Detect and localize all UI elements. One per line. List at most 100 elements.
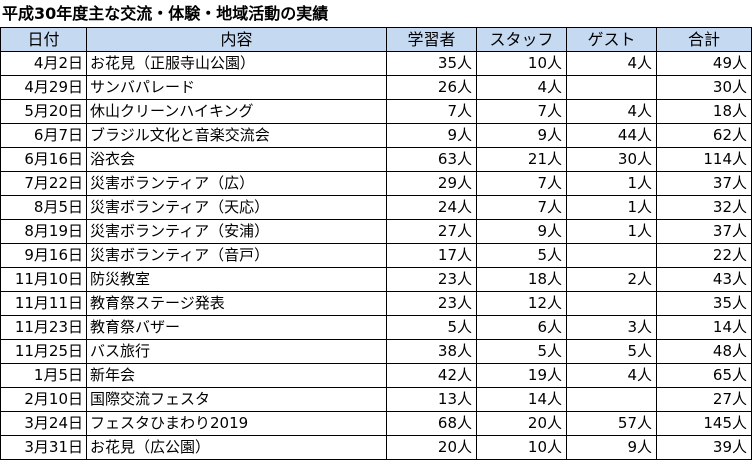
cell-students: 27人 <box>386 219 477 244</box>
cell-total: 65人 <box>656 363 752 388</box>
cell-date: 11月10日 <box>0 267 87 292</box>
cell-staff: 12人 <box>476 291 567 316</box>
table-row: 9月16日 災害ボランティア（音戸） 17人 5人 22人 <box>0 243 752 268</box>
cell-staff: 20人 <box>476 411 567 436</box>
cell-students: 17人 <box>386 243 477 268</box>
cell-staff: 6人 <box>476 315 567 340</box>
cell-guests: 3人 <box>566 315 657 340</box>
cell-students: 26人 <box>386 75 477 100</box>
cell-content: 防災教室 <box>86 267 387 292</box>
cell-content: サンバパレード <box>86 75 387 100</box>
table-row: 1月5日 新年会 42人 19人 4人 65人 <box>0 363 752 388</box>
cell-total: 43人 <box>656 267 752 292</box>
cell-guests <box>566 243 657 268</box>
cell-students: 29人 <box>386 171 477 196</box>
column-header-students: 学習者 <box>386 27 477 52</box>
cell-date: 6月7日 <box>0 123 87 148</box>
cell-total: 114人 <box>656 147 752 172</box>
table-row: 11月11日 教育祭ステージ発表 23人 12人 35人 <box>0 291 752 316</box>
table-row: 5月20日 休山クリーンハイキング 7人 7人 4人 18人 <box>0 99 752 124</box>
cell-date: 6月16日 <box>0 147 87 172</box>
cell-date: 5月20日 <box>0 99 87 124</box>
cell-students: 7人 <box>386 99 477 124</box>
table-row: 11月23日 教育祭バザー 5人 6人 3人 14人 <box>0 315 752 340</box>
table-row: 8月5日 災害ボランティア（天応） 24人 7人 1人 32人 <box>0 195 752 220</box>
table-row: 6月7日 ブラジル文化と音楽交流会 9人 9人 44人 62人 <box>0 123 752 148</box>
table-row: 11月10日 防災教室 23人 18人 2人 43人 <box>0 267 752 292</box>
table-row: 6月16日 浴衣会 63人 21人 30人 114人 <box>0 147 752 172</box>
cell-students: 63人 <box>386 147 477 172</box>
cell-total: 35人 <box>656 291 752 316</box>
table-body: 4月2日 お花見（正服寺山公園） 35人 10人 4人 49人 4月29日 サンバパレード 2… <box>0 51 752 460</box>
cell-guests <box>566 291 657 316</box>
cell-staff: 4人 <box>476 75 567 100</box>
table-row: 8月19日 災害ボランティア（安浦） 27人 9人 1人 37人 <box>0 219 752 244</box>
column-header-guests: ゲスト <box>566 27 657 52</box>
cell-date: 4月29日 <box>0 75 87 100</box>
cell-date: 9月16日 <box>0 243 87 268</box>
cell-students: 35人 <box>386 51 477 76</box>
cell-date: 11月23日 <box>0 315 87 340</box>
cell-total: 18人 <box>656 99 752 124</box>
cell-total: 145人 <box>656 411 752 436</box>
cell-total: 14人 <box>656 315 752 340</box>
cell-guests: 4人 <box>566 51 657 76</box>
table-row: 7月22日 災害ボランティア（広） 29人 7人 1人 37人 <box>0 171 752 196</box>
cell-students: 38人 <box>386 339 477 364</box>
cell-staff: 10人 <box>476 435 567 460</box>
cell-date: 11月11日 <box>0 291 87 316</box>
cell-date: 7月22日 <box>0 171 87 196</box>
cell-total: 62人 <box>656 123 752 148</box>
cell-total: 37人 <box>656 219 752 244</box>
cell-content: お花見（広公園） <box>86 435 387 460</box>
cell-date: 8月19日 <box>0 219 87 244</box>
cell-guests: 4人 <box>566 99 657 124</box>
cell-content: 教育祭ステージ発表 <box>86 291 387 316</box>
cell-staff: 21人 <box>476 147 567 172</box>
cell-total: 48人 <box>656 339 752 364</box>
cell-content: 災害ボランティア（天応） <box>86 195 387 220</box>
cell-guests: 1人 <box>566 195 657 220</box>
cell-staff: 5人 <box>476 243 567 268</box>
cell-guests: 1人 <box>566 219 657 244</box>
cell-students: 42人 <box>386 363 477 388</box>
cell-guests: 2人 <box>566 267 657 292</box>
cell-total: 22人 <box>656 243 752 268</box>
cell-guests: 1人 <box>566 171 657 196</box>
column-header-content: 内容 <box>86 27 387 52</box>
column-header-total: 合計 <box>656 27 752 52</box>
cell-students: 68人 <box>386 411 477 436</box>
column-header-date: 日付 <box>0 27 87 52</box>
cell-content: フェスタひまわり2019 <box>86 411 387 436</box>
cell-content: 新年会 <box>86 363 387 388</box>
cell-staff: 19人 <box>476 363 567 388</box>
cell-staff: 9人 <box>476 219 567 244</box>
cell-students: 5人 <box>386 315 477 340</box>
cell-content: バス旅行 <box>86 339 387 364</box>
cell-total: 32人 <box>656 195 752 220</box>
table-row: 3月31日 お花見（広公園） 20人 10人 9人 39人 <box>0 435 752 460</box>
cell-total: 30人 <box>656 75 752 100</box>
cell-total: 27人 <box>656 387 752 412</box>
cell-students: 23人 <box>386 267 477 292</box>
cell-guests: 44人 <box>566 123 657 148</box>
cell-content: 災害ボランティア（音戸） <box>86 243 387 268</box>
cell-total: 49人 <box>656 51 752 76</box>
cell-staff: 14人 <box>476 387 567 412</box>
cell-date: 2月10日 <box>0 387 87 412</box>
cell-content: 国際交流フェスタ <box>86 387 387 412</box>
cell-students: 24人 <box>386 195 477 220</box>
cell-guests: 57人 <box>566 411 657 436</box>
table-row: 4月2日 お花見（正服寺山公園） 35人 10人 4人 49人 <box>0 51 752 76</box>
cell-guests <box>566 75 657 100</box>
cell-students: 9人 <box>386 123 477 148</box>
table-row: 3月24日 フェスタひまわり2019 68人 20人 57人 145人 <box>0 411 752 436</box>
header-row: 日付 内容 学習者 スタッフ ゲスト 合計 <box>0 27 752 52</box>
cell-guests: 30人 <box>566 147 657 172</box>
table-row: 2月10日 国際交流フェスタ 13人 14人 27人 <box>0 387 752 412</box>
cell-guests <box>566 387 657 412</box>
cell-total: 39人 <box>656 435 752 460</box>
cell-date: 8月5日 <box>0 195 87 220</box>
cell-content: 災害ボランティア（安浦） <box>86 219 387 244</box>
cell-students: 20人 <box>386 435 477 460</box>
